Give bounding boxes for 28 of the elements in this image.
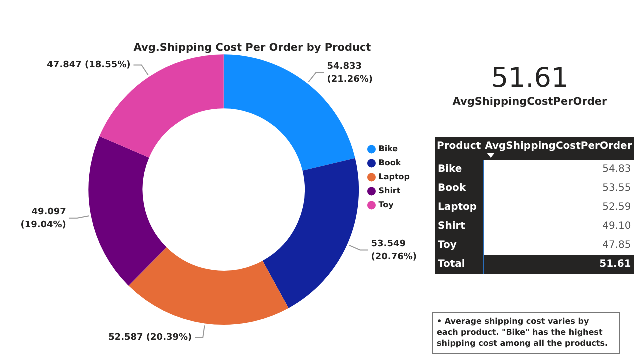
text: 51.61 — [600, 259, 632, 270]
data-label: 52.587 (20.39%) — [108, 332, 192, 343]
text: 49.10 — [602, 221, 632, 232]
text: • Average shipping cost varies by each product. "Bike" has the highest shipping cost among all the products. — [432, 312, 620, 354]
text: AvgShippingCostPerOrder — [452, 96, 608, 108]
text: 53.55 — [602, 183, 632, 194]
data-label: 47.847 (18.55%) — [47, 60, 131, 71]
category-label: Total — [435, 255, 484, 274]
legend-label: Bike — [378, 144, 399, 154]
legend-label: Shirt — [378, 186, 401, 196]
category-label: Book — [435, 179, 484, 198]
chart-title: Avg.Shipping Cost Per Order by Product — [134, 42, 372, 54]
data-label: 54.833 (21.26%) — [327, 62, 373, 86]
text: 52.59 — [602, 202, 632, 213]
data-label: 49.097 (19.04%) — [20, 208, 66, 231]
text: Product — [435, 137, 484, 160]
category-label: Toy — [435, 236, 484, 255]
category-label: Bike — [435, 160, 484, 179]
text: AvgShippingCostPerOrder — [483, 137, 634, 160]
legend-label: Toy — [378, 200, 395, 210]
legend-label: Book — [378, 158, 402, 168]
text: 51.61 — [490, 62, 570, 96]
text: 47.85 — [602, 240, 632, 251]
data-label: 53.549 (20.76%) — [371, 240, 417, 263]
legend-label: Laptop — [378, 172, 410, 182]
category-label: Laptop — [435, 198, 484, 217]
text: 54.83 — [602, 164, 632, 175]
category-label: Shirt — [435, 217, 484, 236]
